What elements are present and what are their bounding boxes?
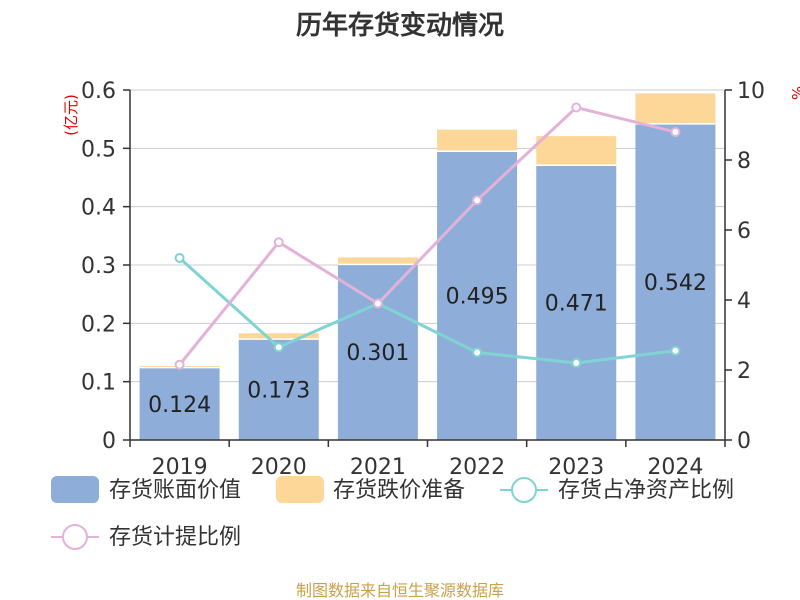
- bar-impairment: [238, 333, 319, 340]
- left-axis-unit: (亿元): [62, 94, 80, 136]
- axes: 0 0.1 0.2 0.3 0.4 0.5 0.6 0 2 4 6 8 10 2019 2020 2021 20…: [81, 79, 765, 480]
- bar-value-label: 0.124: [148, 393, 211, 418]
- right-axis-tick-label: 8: [737, 149, 751, 174]
- bar-book-value: [536, 165, 617, 440]
- data-labels: 0.124 0.173 0.301 0.495 0.471 0.542: [148, 271, 707, 418]
- legend-label-provision-ratio: 存货计提比例: [109, 525, 241, 550]
- left-axis-tick-label: 0: [102, 429, 116, 454]
- point-net-asset-ratio: [571, 358, 582, 368]
- left-axis-tick-label: 0.5: [81, 137, 116, 162]
- left-axis-tick-label: 0.3: [81, 254, 116, 279]
- left-axis-tick-label: 0.6: [81, 79, 116, 104]
- x-axis-label: 2019: [152, 455, 208, 480]
- line-provision-ratio: [178, 105, 676, 366]
- right-axis-tick-label: 2: [737, 359, 751, 384]
- point-net-asset-ratio: [174, 253, 185, 263]
- point-provision-ratio: [273, 237, 284, 248]
- point-provision-ratio: [372, 298, 383, 309]
- legend-item-provision-ratio[interactable]: 存货计提比例: [51, 524, 241, 550]
- line-net-asset-ratio: [178, 256, 676, 365]
- point-net-asset-ratio: [273, 342, 284, 353]
- left-axis-tick-label: 0.2: [81, 312, 116, 337]
- point-net-asset-ratio: [670, 345, 681, 356]
- right-axis-unit: %: [789, 86, 800, 100]
- right-axis-tick-label: 10: [737, 79, 765, 104]
- grid-lines: [130, 89, 725, 383]
- legend-item-impairment[interactable]: 存货跌价准备: [276, 476, 465, 503]
- source-note: 制图数据来自恒生聚源数据库: [296, 581, 504, 600]
- line-series: [174, 102, 681, 370]
- bar-value-label: 0.542: [644, 271, 707, 296]
- bar-value-label: 0.471: [545, 292, 608, 317]
- point-provision-ratio: [571, 102, 582, 113]
- legend-item-book-value[interactable]: 存货账面价值: [51, 476, 241, 503]
- bar-impairment: [337, 257, 418, 265]
- bar-value-label: 0.301: [346, 341, 409, 366]
- legend-marker-net-asset-ratio: [511, 477, 537, 503]
- legend-label-net-asset-ratio: 存货占净资产比例: [558, 478, 734, 503]
- bar-impairment: [635, 93, 716, 124]
- bar-book-value: [238, 339, 319, 440]
- legend-swatch-book-value: [51, 476, 99, 503]
- legend-marker-provision-ratio: [62, 524, 88, 550]
- bar-book-value: [337, 264, 418, 440]
- point-net-asset-ratio: [472, 347, 483, 358]
- legend-item-net-asset-ratio[interactable]: 存货占净资产比例: [500, 477, 734, 503]
- right-axis-tick-label: 6: [737, 219, 751, 244]
- bar-book-value: [139, 367, 220, 440]
- x-axis-label: 2021: [350, 455, 406, 480]
- right-axis-tick-label: 4: [737, 289, 751, 314]
- x-axis-label: 2022: [449, 455, 505, 480]
- point-provision-ratio: [174, 359, 185, 370]
- legend-label-impairment: 存货跌价准备: [333, 478, 465, 503]
- left-axis-tick-label: 0.4: [81, 196, 116, 221]
- right-axis-tick-label: 0: [737, 429, 751, 454]
- x-axis-label: 2023: [548, 455, 604, 480]
- left-axis-tick-label: 0.1: [81, 371, 116, 396]
- x-axis-label: 2020: [251, 455, 307, 480]
- bar-value-label: 0.173: [247, 379, 310, 404]
- point-provision-ratio: [472, 195, 483, 206]
- bar-impairment: [437, 129, 518, 152]
- legend: 存货账面价值 存货跌价准备 存货占净资产比例 存货计提比例: [51, 476, 734, 550]
- bar-value-label: 0.495: [446, 285, 509, 310]
- chart-title: 历年存货变动情况: [296, 10, 504, 41]
- bar-series: [139, 93, 716, 440]
- point-provision-ratio: [670, 127, 681, 137]
- bar-book-value: [635, 123, 716, 440]
- legend-swatch-impairment: [276, 476, 324, 503]
- bar-impairment: [536, 136, 617, 166]
- legend-label-book-value: 存货账面价值: [109, 478, 241, 503]
- x-axis-label: 2024: [647, 455, 703, 480]
